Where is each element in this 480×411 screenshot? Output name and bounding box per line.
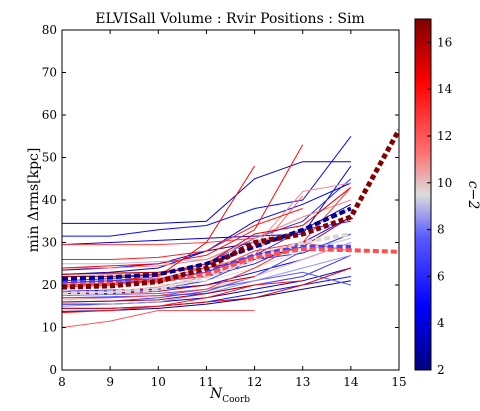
colorbar-ticks: 2 4 6 8 10 12 14 16 xyxy=(427,35,453,377)
series-line-24 xyxy=(62,208,303,260)
x-axis-label-sub: Coorb xyxy=(222,395,250,405)
series-line-35 xyxy=(62,280,303,314)
y-tick-label: 10 xyxy=(42,321,57,335)
y-axis-label: min Δrms[kpc] xyxy=(26,148,42,253)
colorbar-tick-label: 4 xyxy=(437,316,445,330)
x-tick-label: 13 xyxy=(295,375,310,389)
mean-line-dashed-blue xyxy=(62,206,352,281)
colorbar xyxy=(414,18,432,371)
series-line-21 xyxy=(62,199,352,269)
x-tick-label: 9 xyxy=(106,375,114,389)
mean-line-dashed-gray xyxy=(62,232,352,296)
x-tick-label: 12 xyxy=(247,375,262,389)
y-tick-label: 50 xyxy=(42,151,57,165)
colorbar-tick-label: 10 xyxy=(437,176,452,190)
mean-series-layer xyxy=(62,128,399,296)
series-line-31 xyxy=(62,284,255,303)
series-line-0 xyxy=(62,161,351,224)
x-tick-label: 11 xyxy=(199,375,214,389)
y-tick-label: 0 xyxy=(49,363,57,377)
x-tick-label: 10 xyxy=(151,375,166,389)
colorbar-label: c−2 xyxy=(465,181,480,210)
colorbar-tick-label: 8 xyxy=(437,223,445,237)
series-line-1 xyxy=(62,135,352,237)
series-line-33 xyxy=(62,310,255,328)
colorbar-tick-label: 6 xyxy=(437,269,445,283)
y-tick-label: 40 xyxy=(42,193,57,207)
y-tick-label: 20 xyxy=(42,278,57,292)
x-tick-label: 14 xyxy=(343,375,359,389)
colorbar-tick-label: 16 xyxy=(437,35,452,49)
mean-line-dashed-dark-red xyxy=(62,128,399,290)
y-tick-label: 70 xyxy=(42,66,57,80)
series-layer xyxy=(62,135,352,328)
y-tick-label: 60 xyxy=(42,108,57,122)
colorbar-tick-label: 14 xyxy=(437,82,453,96)
series-line-2 xyxy=(62,165,352,246)
y-tick-label: 80 xyxy=(42,23,57,37)
series-line-23 xyxy=(62,237,255,246)
y-tick-label: 30 xyxy=(42,236,57,250)
series-line-32 xyxy=(62,267,352,309)
colorbar-tick-label: 2 xyxy=(437,363,445,377)
x-tick-label: 15 xyxy=(391,375,406,389)
x-axis-label: NCoorb xyxy=(209,386,250,405)
colorbar-tick-label: 12 xyxy=(437,129,452,143)
y-axis-ticks: 0 10 20 30 40 50 60 70 80 xyxy=(42,23,399,377)
x-axis-ticks: 8 9 10 11 12 13 14 15 xyxy=(58,30,407,389)
x-tick-label: 8 xyxy=(58,375,66,389)
chart-title: ELVISall Volume : Rvir Positions : Sim xyxy=(95,11,364,27)
